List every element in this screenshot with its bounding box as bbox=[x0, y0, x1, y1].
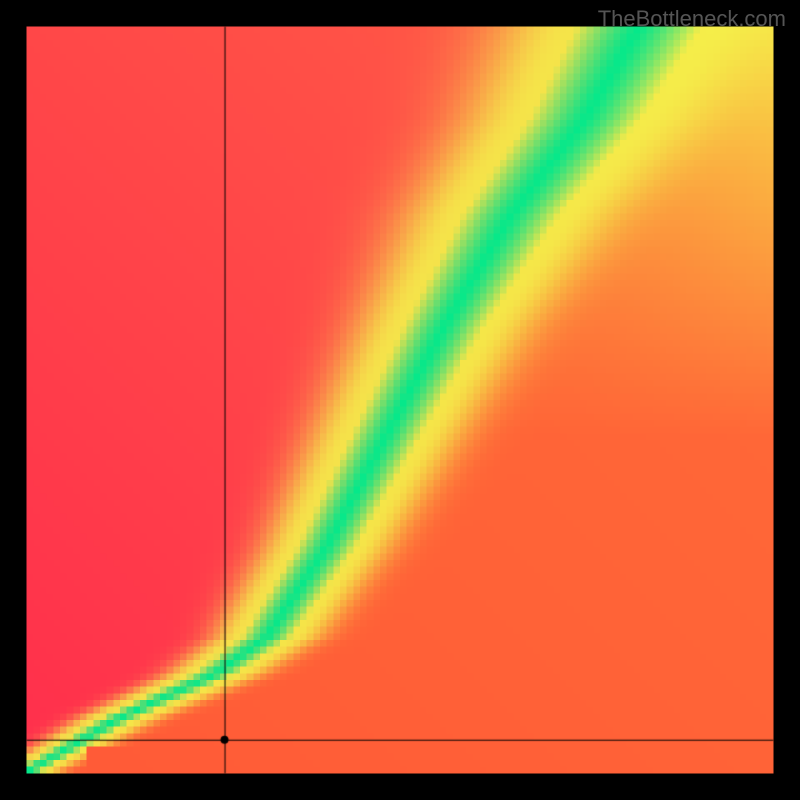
chart-container: TheBottleneck.com bbox=[0, 0, 800, 800]
crosshair-overlay bbox=[0, 0, 800, 800]
